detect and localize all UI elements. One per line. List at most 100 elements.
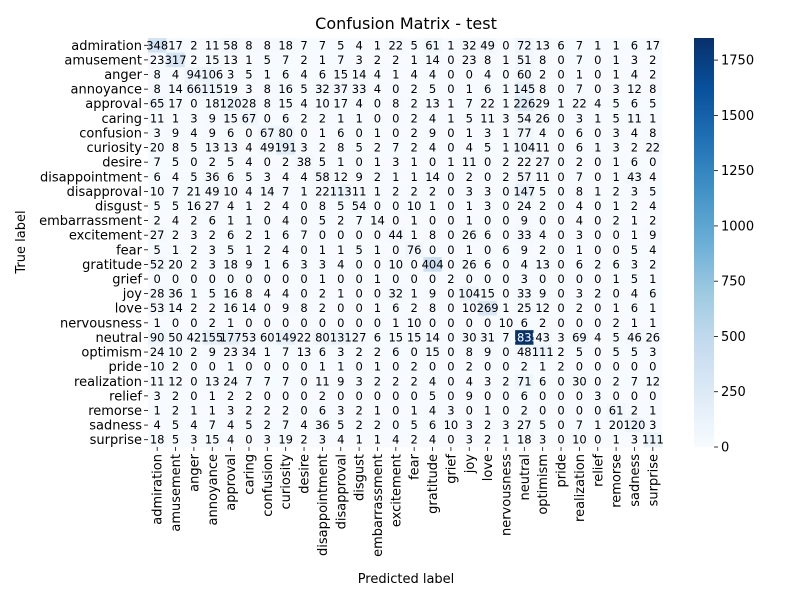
cell-value-label: 2: [649, 68, 656, 82]
cell-value-label: 0: [466, 68, 473, 82]
heatmap-cell: [203, 330, 222, 346]
heatmap-cell: [184, 213, 204, 229]
heatmap-cell: [166, 271, 186, 287]
cell-value-label: 43: [535, 330, 550, 344]
cell-value-label: 6: [649, 287, 656, 301]
x-tick-label: annoyance: [206, 454, 221, 525]
cell-value-label: 20: [168, 257, 183, 271]
cell-value-label: 3: [466, 418, 473, 432]
heatmap-cell: [496, 198, 516, 214]
cell-value-label: 0: [594, 126, 601, 140]
heatmap-cell: [478, 154, 498, 170]
heatmap-cell: [368, 330, 388, 346]
heatmap-cell: [184, 257, 204, 273]
cell-value-label: 2: [392, 53, 399, 67]
cell-value-label: 0: [484, 170, 491, 184]
cell-value-label: 0: [300, 243, 307, 257]
cell-value-label: 7: [576, 170, 583, 184]
heatmap-cell: [166, 403, 186, 419]
y-tick-label: desire: [102, 156, 142, 171]
heatmap-cell: [148, 417, 167, 433]
heatmap-cell: [625, 330, 645, 346]
heatmap-cell: [588, 169, 608, 185]
heatmap-cell: [496, 373, 516, 389]
heatmap-cell: [478, 315, 498, 331]
cell-value-label: 2: [539, 243, 546, 257]
cell-value-label: 51: [517, 53, 532, 67]
heatmap-cell: [570, 417, 589, 433]
heatmap-cell: [496, 67, 516, 83]
heatmap-cell: [184, 373, 204, 389]
heatmap-cell: [423, 154, 443, 170]
cell-value-label: 16: [223, 301, 238, 315]
y-tick-label: anger: [104, 68, 142, 83]
heatmap-cell: [460, 140, 479, 156]
cell-value-label: 0: [245, 272, 252, 286]
cell-value-label: 3: [245, 82, 252, 96]
cell-value-label: 0: [557, 199, 564, 213]
heatmap-cell: [588, 300, 608, 316]
heatmap-cell: [166, 315, 186, 331]
cell-value-label: 2: [209, 155, 216, 169]
heatmap-cell: [606, 359, 626, 375]
heatmap-cell: [294, 359, 314, 375]
heatmap-cell: [496, 300, 516, 316]
heatmap-cell: [203, 227, 222, 243]
heatmap-cell: [570, 359, 589, 375]
heatmap-cell: [203, 198, 222, 214]
cell-value-label: 2: [502, 170, 509, 184]
cell-value-label: 0: [172, 316, 179, 330]
heatmap-cell: [294, 81, 314, 97]
heatmap-cell: [515, 111, 534, 127]
colorbar-gradient: [694, 38, 714, 447]
cell-value-label: 0: [319, 228, 326, 242]
cell-value-label: 0: [264, 214, 271, 228]
heatmap-cell: [460, 271, 479, 287]
heatmap-cell: [386, 344, 406, 360]
cell-value-label: 0: [447, 287, 454, 301]
cell-value-label: 0: [502, 214, 509, 228]
heatmap-cell: [313, 403, 332, 419]
heatmap-cell: [405, 344, 424, 360]
heatmap-cell: [331, 315, 351, 331]
heatmap-cell: [423, 96, 443, 112]
cell-value-label: 6: [282, 111, 289, 125]
heatmap-cell: [166, 184, 186, 200]
cell-value-label: 1: [190, 287, 197, 301]
cell-value-label: 16: [223, 287, 238, 301]
heatmap-cell: [221, 125, 241, 141]
heatmap-cell: [515, 432, 534, 448]
y-tick-label: disgust: [95, 199, 142, 214]
cell-value-label: 0: [557, 301, 564, 315]
heatmap-cell: [588, 96, 608, 112]
heatmap-cell: [570, 140, 589, 156]
cell-value-label: 7: [282, 53, 289, 67]
cell-value-label: 5: [612, 345, 619, 359]
heatmap-cell: [551, 344, 571, 360]
heatmap-cell: [203, 38, 222, 54]
cell-value-label: 1: [337, 155, 344, 169]
heatmap-cell: [221, 432, 241, 448]
heatmap-cell: [533, 300, 553, 316]
cell-value-label: 4: [539, 126, 546, 140]
cell-value-label: 2: [631, 141, 638, 155]
heatmap-cell: [496, 154, 516, 170]
heatmap-cell: [349, 154, 369, 170]
cell-value-label: 8: [429, 228, 436, 242]
heatmap-cell: [349, 169, 369, 185]
cell-value-label: 2: [521, 360, 528, 374]
cell-value-label: 1: [337, 360, 344, 374]
heatmap-cell: [588, 52, 608, 68]
heatmap-cell: [441, 359, 461, 375]
heatmap-cell: [331, 140, 351, 156]
cell-value-label: 348: [146, 38, 168, 52]
heatmap-cell: [478, 67, 498, 83]
cell-value-label: 0: [190, 316, 197, 330]
heatmap-cell: [386, 373, 406, 389]
cell-value-label: 404: [422, 257, 444, 271]
heatmap-cell: [551, 67, 571, 83]
heatmap-cell: [276, 111, 296, 127]
cell-value-label: 1: [209, 389, 216, 403]
cell-value-label: 4: [631, 68, 638, 82]
cell-value-label: 3: [557, 330, 564, 344]
